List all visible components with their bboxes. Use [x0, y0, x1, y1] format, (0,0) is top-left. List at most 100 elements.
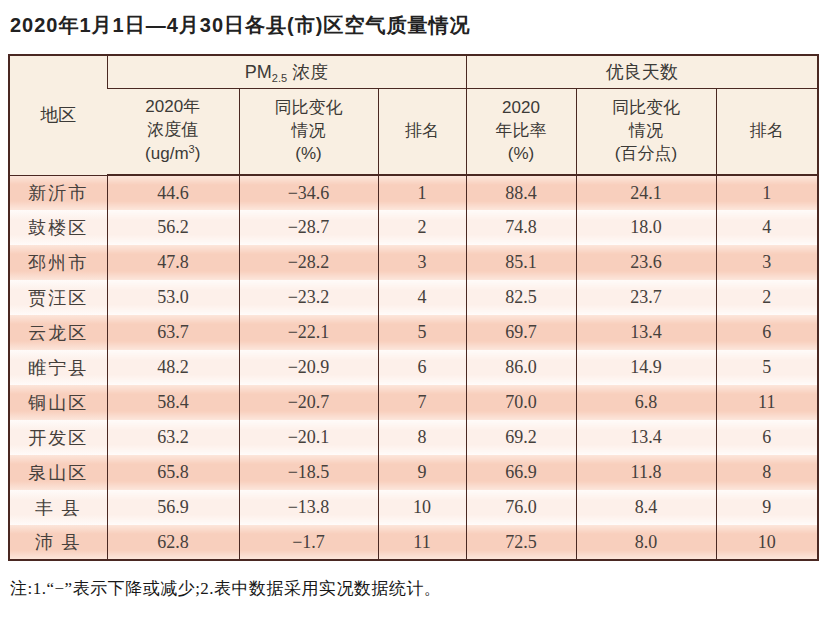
header-region: 地区 [9, 55, 107, 175]
cell-gd-rank: 5 [716, 350, 818, 385]
header-pm-group: PM2.5 浓度 [107, 55, 466, 88]
table-row: 丰 县56.9−13.81076.08.49 [9, 490, 818, 525]
cell-pm-value: 53.0 [107, 280, 239, 315]
cell-region: 睢宁县 [9, 350, 107, 385]
cell-pm-rank: 9 [378, 455, 466, 490]
table-row: 铜山区58.4−20.7770.06.811 [9, 385, 818, 420]
header-gd-rank: 排名 [716, 88, 818, 175]
cell-pm-value: 65.8 [107, 455, 239, 490]
header-gd-ratio-line3: (%) [469, 143, 574, 166]
cell-region: 云龙区 [9, 315, 107, 350]
cell-gd-rank: 10 [716, 525, 818, 560]
cell-pm-rank: 1 [378, 175, 466, 210]
cell-pm-value: 56.2 [107, 210, 239, 245]
cell-region: 邳州市 [9, 245, 107, 280]
cell-pm-rank: 6 [378, 350, 466, 385]
cell-gd-ratio: 88.4 [466, 175, 576, 210]
table-header: 地区 PM2.5 浓度 优良天数 2020年 浓度值 (ug/m3) 同比变化 … [9, 55, 818, 175]
header-pm-change-line2: 情况 [242, 120, 376, 143]
cell-gd-rank: 2 [716, 280, 818, 315]
cell-gd-ratio: 86.0 [466, 350, 576, 385]
cell-gd-rank: 6 [716, 420, 818, 455]
cell-pm-rank: 4 [378, 280, 466, 315]
cell-pm-rank: 3 [378, 245, 466, 280]
cell-gd-change: 13.4 [576, 420, 716, 455]
footnote: 注:1.“−”表示下降或减少;2.表中数据采用实况数据统计。 [10, 577, 817, 600]
cell-pm-change: −13.8 [239, 490, 378, 525]
cell-gd-change: 13.4 [576, 315, 716, 350]
cell-gd-ratio: 72.5 [466, 525, 576, 560]
cell-pm-rank: 8 [378, 420, 466, 455]
table-row: 新沂市44.6−34.6188.424.11 [9, 175, 818, 210]
cell-region: 鼓楼区 [9, 210, 107, 245]
header-gd-ratio-line1: 2020 [469, 97, 574, 120]
cell-gd-change: 8.0 [576, 525, 716, 560]
cell-gd-change: 14.9 [576, 350, 716, 385]
cell-gd-rank: 9 [716, 490, 818, 525]
cell-region: 丰 县 [9, 490, 107, 525]
cell-pm-change: −23.2 [239, 280, 378, 315]
cell-gd-change: 24.1 [576, 175, 716, 210]
header-gd-change-line3: (百分点) [579, 143, 714, 166]
cell-gd-change: 23.6 [576, 245, 716, 280]
cell-pm-value: 58.4 [107, 385, 239, 420]
table-row: 邳州市47.8−28.2385.123.63 [9, 245, 818, 280]
cell-pm-change: −28.2 [239, 245, 378, 280]
header-gd-change: 同比变化 情况 (百分点) [576, 88, 716, 175]
table-row: 开发区63.2−20.1869.213.46 [9, 420, 818, 455]
pm-label-prefix: PM [245, 62, 272, 82]
cell-region: 开发区 [9, 420, 107, 455]
table-body: 新沂市44.6−34.6188.424.11鼓楼区56.2−28.7274.81… [9, 175, 818, 560]
table-row: 云龙区63.7−22.1569.713.46 [9, 315, 818, 350]
cell-gd-ratio: 69.7 [466, 315, 576, 350]
cell-gd-rank: 6 [716, 315, 818, 350]
table-row: 鼓楼区56.2−28.7274.818.04 [9, 210, 818, 245]
cell-gd-ratio: 74.8 [466, 210, 576, 245]
header-pm-value-unit: (ug/m3) [109, 142, 237, 166]
cell-gd-change: 23.7 [576, 280, 716, 315]
cell-gd-rank: 1 [716, 175, 818, 210]
header-gd-change-line2: 情况 [579, 120, 714, 143]
cell-pm-rank: 5 [378, 315, 466, 350]
cell-pm-change: −1.7 [239, 525, 378, 560]
cell-pm-change: −28.7 [239, 210, 378, 245]
cell-region: 贾汪区 [9, 280, 107, 315]
pm-label-suffix: 浓度 [287, 62, 328, 82]
cell-pm-value: 47.8 [107, 245, 239, 280]
header-pm-change-line3: (%) [242, 143, 376, 166]
table-row: 贾汪区53.0−23.2482.523.72 [9, 280, 818, 315]
air-quality-table: 地区 PM2.5 浓度 优良天数 2020年 浓度值 (ug/m3) 同比变化 … [8, 54, 819, 561]
cell-pm-rank: 10 [378, 490, 466, 525]
cell-pm-value: 62.8 [107, 525, 239, 560]
cell-region: 铜山区 [9, 385, 107, 420]
table-row: 睢宁县48.2−20.9686.014.95 [9, 350, 818, 385]
header-pm-value-line2: 浓度值 [109, 119, 237, 142]
cell-pm-change: −18.5 [239, 455, 378, 490]
cell-gd-ratio: 66.9 [466, 455, 576, 490]
header-gd-ratio-line2: 年比率 [469, 120, 574, 143]
cell-gd-ratio: 85.1 [466, 245, 576, 280]
page: 2020年1月1日—4月30日各县(市)区空气质量情况 地区 PM2.5 浓度 … [0, 0, 825, 620]
header-pm-change-line1: 同比变化 [242, 97, 376, 120]
cell-gd-change: 18.0 [576, 210, 716, 245]
cell-pm-rank: 7 [378, 385, 466, 420]
cell-gd-rank: 4 [716, 210, 818, 245]
table-row: 沛 县62.8−1.71172.58.010 [9, 525, 818, 560]
cell-gd-change: 8.4 [576, 490, 716, 525]
cell-gd-rank: 8 [716, 455, 818, 490]
header-good-days-group: 优良天数 [466, 55, 818, 88]
cell-region: 沛 县 [9, 525, 107, 560]
cell-gd-change: 11.8 [576, 455, 716, 490]
cell-pm-change: −20.7 [239, 385, 378, 420]
cell-pm-value: 44.6 [107, 175, 239, 210]
cell-pm-change: −22.1 [239, 315, 378, 350]
cell-gd-change: 6.8 [576, 385, 716, 420]
cell-pm-rank: 11 [378, 525, 466, 560]
cell-gd-rank: 3 [716, 245, 818, 280]
page-title: 2020年1月1日—4月30日各县(市)区空气质量情况 [10, 12, 817, 38]
cell-pm-change: −34.6 [239, 175, 378, 210]
cell-pm-value: 63.2 [107, 420, 239, 455]
cell-pm-change: −20.1 [239, 420, 378, 455]
cell-gd-ratio: 82.5 [466, 280, 576, 315]
cell-pm-rank: 2 [378, 210, 466, 245]
